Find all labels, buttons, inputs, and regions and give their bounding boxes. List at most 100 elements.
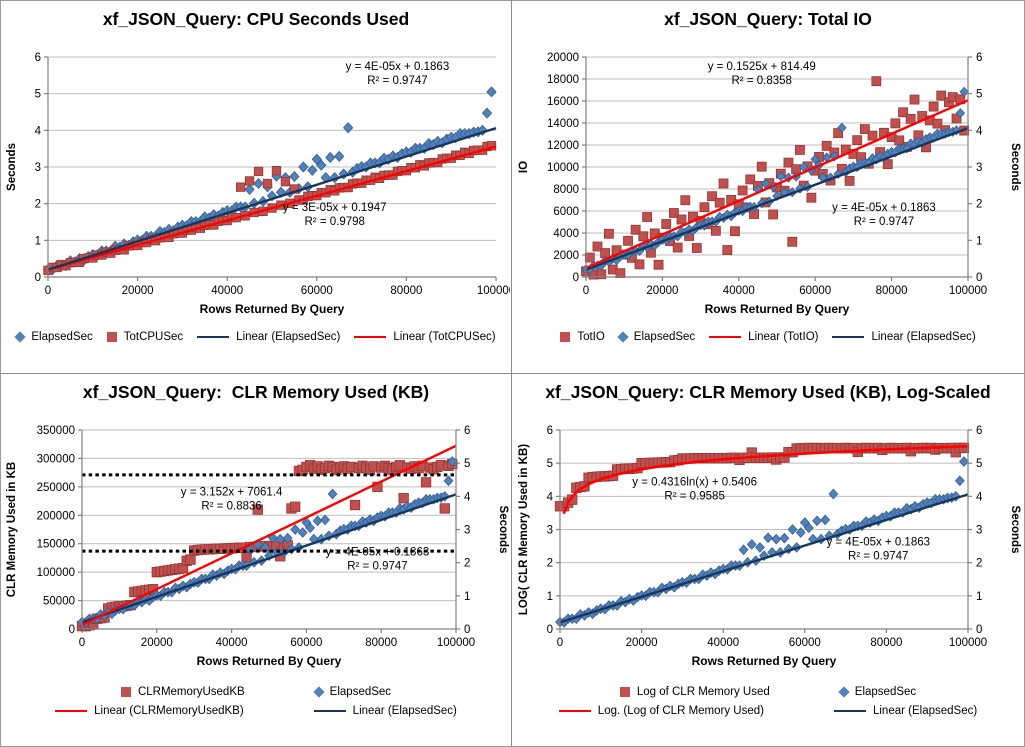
legend-diamond-marker-icon xyxy=(617,331,629,343)
x-tick-label: 60000 xyxy=(301,285,333,297)
legend-label: Linear (CLRMemoryUsedKB) xyxy=(94,705,244,717)
log-log-of-clr-memory-used-legend-item: Log. (Log of CLR Memory Used) xyxy=(558,705,764,717)
y-right-tick-label: 1 xyxy=(976,591,982,603)
y-right-tick-label: 5 xyxy=(976,89,982,101)
y-left-tick-label: 12000 xyxy=(547,140,579,152)
elapsedsec-legend-item: ElapsedSec xyxy=(617,331,695,343)
linear-elapsedsec-trendline xyxy=(81,493,457,624)
linear-elapsedsec-trendline xyxy=(585,127,969,271)
trendline-equation-annotation: y = 4E-05x + 0.1863 R² = 0.9747 xyxy=(832,202,936,228)
y-left-tick-label: 16000 xyxy=(547,96,579,108)
y-left-tick-label: 4 xyxy=(547,491,554,503)
y-right-tick-label: 4 xyxy=(976,491,983,503)
legend-label: ElapsedSec xyxy=(31,331,93,343)
legend-label: Linear (ElapsedSec) xyxy=(236,331,341,343)
x-tick-label: 20000 xyxy=(141,637,173,649)
y-left-tick-label: 0 xyxy=(35,272,41,284)
chart-panel-clr-memory-log: xf_JSON_Query: CLR Memory Used (KB), Log… xyxy=(512,374,1024,746)
x-tick-label: 0 xyxy=(583,285,589,297)
legend-label: Linear (ElapsedSec) xyxy=(872,705,978,717)
y-left-tick-label: 4000 xyxy=(553,228,579,240)
y-left-tick-label: 18000 xyxy=(547,74,579,86)
y-left-tick-label: 14000 xyxy=(547,118,579,130)
trendline-equation-annotation: y = 3E-05x + 0.1947 R² = 0.9798 xyxy=(283,202,387,228)
y-right-tick-label: 0 xyxy=(464,624,470,636)
totcpusec-legend-item: TotCPUSec xyxy=(106,331,183,343)
legend-label: Linear (ElapsedSec) xyxy=(871,331,976,343)
x-tick-label: 20000 xyxy=(122,285,154,297)
log-of-clr-memory-used-series xyxy=(554,442,970,512)
y-right-tick-label: 5 xyxy=(464,458,470,470)
x-tick-label: 0 xyxy=(79,637,85,649)
y-left-tick-label: 300000 xyxy=(37,453,75,465)
legend-line-swatch xyxy=(709,336,742,338)
chart-panel-clr-memory: xf_JSON_Query: CLR Memory Used (KB) 0 500… xyxy=(1,374,512,746)
y-right-tick-label: 5 xyxy=(976,458,982,470)
legend-diamond-marker-icon xyxy=(838,686,850,698)
y-right-tick-label: 0 xyxy=(976,624,982,636)
chart-legend-cpu-seconds: ElapsedSec TotCPUSec Linear (ElapsedSec) Li… xyxy=(1,331,511,343)
x-tick-label: 60000 xyxy=(799,285,831,297)
y-left-tick-label: 6000 xyxy=(553,206,579,218)
legend-row: TotIO ElapsedSec Linear (TotIO) Linear (Ela… xyxy=(560,331,976,343)
y-right-tick-label: 4 xyxy=(464,491,471,503)
chart-legend-clr-memory: CLRMemoryUsedKB ElapsedSec Linear (CLRMemo… xyxy=(1,686,511,717)
y-left-tick-label: 5 xyxy=(35,89,41,101)
linear-totcpusec-legend-item: Linear (TotCPUSec) xyxy=(354,331,496,343)
y-right-tick-label: 2 xyxy=(976,199,982,211)
elapsedsec-legend-item: ElapsedSec xyxy=(313,686,392,698)
y-right-tick-label: 6 xyxy=(976,52,982,64)
legend-label: TotIO xyxy=(577,331,605,343)
x-tick-label: 40000 xyxy=(707,637,739,649)
y-left-tick-label: 150000 xyxy=(37,539,75,551)
chart-title-clr-memory: xf_JSON_Query: CLR Memory Used (KB) xyxy=(82,382,430,402)
y-left-tick-label: 6 xyxy=(35,52,41,64)
linear-clrmemoryusedkb-legend-item: Linear (CLRMemoryUsedKB) xyxy=(55,705,244,717)
y-right-tick-label: 3 xyxy=(976,162,982,174)
legend-line-swatch xyxy=(833,710,866,712)
y-right-tick-label: 3 xyxy=(976,525,982,537)
y-left-axis-title: IO xyxy=(518,161,530,173)
legend-label: ElapsedSec xyxy=(329,686,392,698)
y-left-tick-label: 8000 xyxy=(553,184,579,196)
x-tick-label: 0 xyxy=(45,285,51,297)
y-left-tick-label: 350000 xyxy=(37,425,75,437)
y-left-tick-label: 250000 xyxy=(37,482,75,494)
linear-elapsedsec-legend-item: Linear (ElapsedSec) xyxy=(833,705,978,717)
legend-label: Log. (Log of CLR Memory Used) xyxy=(597,705,764,717)
linear-totio-trendline xyxy=(585,99,969,270)
linear-elapsedsec-legend-item: Linear (ElapsedSec) xyxy=(832,331,976,343)
y-left-tick-label: 20000 xyxy=(547,52,579,64)
x-tick-label: 100000 xyxy=(949,637,987,649)
x-tick-label: 20000 xyxy=(626,637,658,649)
legend-label: Linear (TotCPUSec) xyxy=(393,331,496,343)
legend-square-marker-icon xyxy=(619,687,630,697)
legend-label: Linear (TotIO) xyxy=(748,331,819,343)
legend-label: CLRMemoryUsedKB xyxy=(137,686,245,698)
legend-line-swatch xyxy=(354,336,387,338)
x-tick-label: 40000 xyxy=(216,637,248,649)
linear-totcpusec-trendline xyxy=(47,145,497,271)
trendline-equation-annotation: y = 4E-05x + 0.1863 R² = 0.9747 xyxy=(826,536,930,562)
y-left-tick-label: 1 xyxy=(35,235,41,247)
legend-row: CLRMemoryUsedKB ElapsedSec xyxy=(120,686,392,698)
cpu-seconds-plot: 0 1 2 3 4 5 6 0 20000 40000 60000 80000 100000 y = 4E… xyxy=(6,52,510,316)
y-left-tick-label: 4 xyxy=(35,125,42,137)
legend-label: ElapsedSec xyxy=(854,686,917,698)
total-io-plot: 0200040006000800010000120001400016000180… xyxy=(518,52,1021,316)
elapsedsec-legend-item: ElapsedSec xyxy=(838,686,917,698)
y-left-tick-label: 200000 xyxy=(37,510,75,522)
y-left-tick-label: 100000 xyxy=(37,567,75,579)
y-left-axis-title: CLR Memory Used in KB xyxy=(6,462,18,597)
y-left-axis-title: Seconds xyxy=(6,143,18,191)
y-right-tick-label: 1 xyxy=(976,235,982,247)
chart-legend-clr-memory-log: Log of CLR Memory Used ElapsedSec Log. (Lo… xyxy=(512,686,1024,717)
legend-row: Linear (CLRMemoryUsedKB) Linear (ElapsedS… xyxy=(55,705,457,717)
y-right-axis-title: Seconds xyxy=(1009,143,1021,191)
clrmemoryusedkb-legend-item: CLRMemoryUsedKB xyxy=(120,686,245,698)
trendline-equation-annotation: y = 0.1525x + 814.49 R² = 0.8358 xyxy=(708,61,816,87)
y-right-tick-label: 4 xyxy=(976,125,983,137)
x-tick-label: 80000 xyxy=(390,285,422,297)
